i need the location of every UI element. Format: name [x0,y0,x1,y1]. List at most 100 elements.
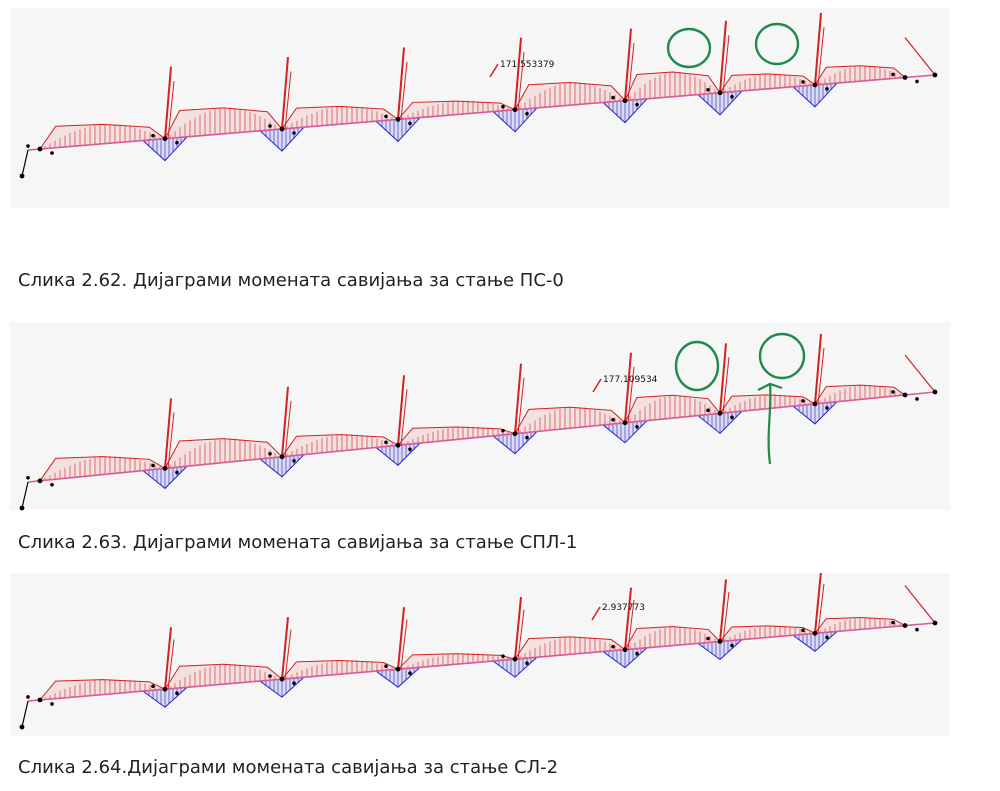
node [891,390,895,394]
node [26,144,30,148]
support-node [279,454,285,460]
column-moment [514,363,522,434]
column-moment [284,71,292,130]
column-moment [719,343,727,414]
column-moment [284,629,292,680]
node [151,463,155,468]
column-moment [722,35,730,93]
support-node [395,117,401,122]
column-moment [817,347,825,404]
support-node [162,466,168,471]
support-node [395,442,401,448]
support-node [162,686,168,692]
support-node [19,724,25,730]
column-moment [284,400,292,457]
support-node [37,697,43,703]
node [635,424,639,429]
node [50,151,54,155]
node [891,620,895,625]
column-moment [281,617,289,680]
support-node [37,478,43,484]
beam-member [27,391,936,483]
node [175,691,179,696]
column-moment [814,573,822,634]
beam-member [27,622,936,702]
column-moment [397,47,405,120]
annotation-circle [674,340,720,392]
support-node [279,676,285,682]
end-support [21,481,29,509]
node [801,80,805,84]
column-moment [164,627,172,690]
column-moment [722,591,730,642]
support-node [622,647,628,653]
column-moment [281,56,289,130]
moment-diagram-ps0: 171.553379 [0,0,1000,215]
node [175,470,179,475]
support-node [932,620,938,626]
support-node [812,630,818,636]
end-support [21,149,29,177]
annotation-circle [666,27,712,69]
node [825,406,829,410]
support-node [37,146,43,152]
annotation-arrow-head [757,382,783,391]
end-support [21,700,29,728]
node [501,104,505,109]
node [175,140,179,145]
support-node [717,639,723,644]
column-moment [814,12,822,86]
column-moment [517,377,525,434]
node [268,124,272,128]
node [501,654,505,658]
annotation-circle [754,22,800,66]
node [801,628,805,633]
node [292,681,296,685]
column-moment [514,37,522,110]
column-moment [817,27,825,85]
annotation-circle [758,332,806,380]
panel-background [10,322,950,510]
support-node [717,410,723,416]
node [525,661,529,665]
end-segment [904,354,936,393]
support-node [19,505,25,511]
diagram-canvas: 177.109534 [10,322,950,511]
node [50,483,54,487]
node [268,674,272,678]
support-node [932,72,938,78]
node [384,114,388,119]
node [611,95,615,100]
node [292,131,296,135]
node [26,695,30,699]
column-moment [164,398,172,469]
support-node [622,420,628,426]
column-moment [624,587,632,650]
end-segment [904,585,936,624]
node [825,635,829,640]
column-moment [167,639,175,690]
column-moment [624,28,632,101]
peak-value-label: 171.553379 [500,60,555,70]
node [501,428,505,433]
column-moment [627,599,635,650]
node [706,636,710,641]
support-node [512,656,518,662]
column-moment [400,61,408,120]
column-moment [719,20,727,93]
node [801,399,805,403]
column-moment [719,579,727,642]
node [384,664,388,668]
node [268,451,272,456]
column-moment [814,333,822,404]
column-moment [281,386,289,457]
support-node [902,623,908,628]
moment-diagram-spl1: 177.109534 [0,322,1000,512]
support-node [512,107,518,113]
node [706,408,710,413]
figure-caption: Слика 2.63. Дијаграми момената савијања … [18,532,578,553]
support-node [902,75,908,80]
node [611,417,615,422]
beam-member [27,74,936,151]
node [408,671,412,675]
